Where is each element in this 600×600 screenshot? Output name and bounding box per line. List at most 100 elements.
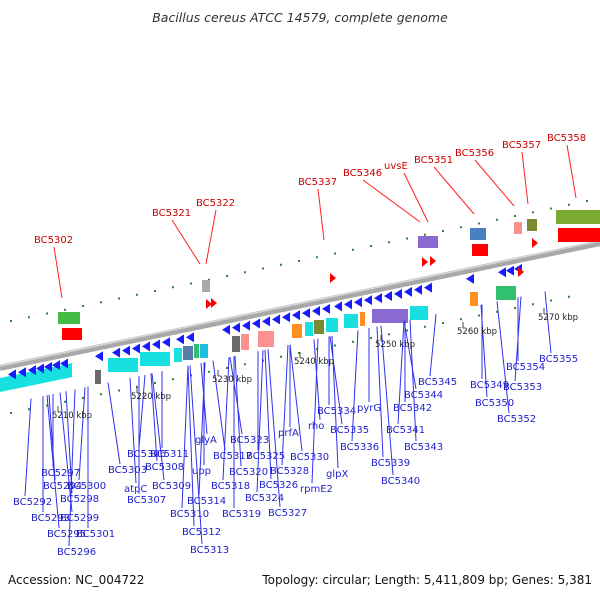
- gene-block: [410, 306, 428, 320]
- lower-gene-label: BC5308: [145, 462, 184, 473]
- gene-block: [472, 244, 488, 256]
- gene-block: [232, 336, 240, 352]
- scale-dot: [28, 408, 30, 411]
- scale-dot: [244, 271, 246, 274]
- scale-dot: [82, 305, 84, 308]
- label-leader-line: [264, 349, 272, 480]
- scale-label: 5250 kbp: [375, 340, 415, 350]
- scale-dot: [334, 344, 336, 347]
- gene-arrow: [44, 361, 52, 372]
- scale-dot: [154, 290, 156, 293]
- scale-dot: [442, 322, 444, 325]
- scale-dot: [82, 397, 84, 400]
- scale-dot: [136, 385, 138, 388]
- gene-arrow: [364, 295, 372, 306]
- gene-arrow: [424, 282, 432, 293]
- gene-arrow: [232, 322, 240, 333]
- lower-gene-label: BC5298: [60, 494, 99, 505]
- label-leader-line: [311, 338, 319, 484]
- scale-dot: [424, 233, 426, 236]
- scale-dot: [460, 318, 462, 321]
- lower-gene-label: BC5295: [47, 529, 86, 540]
- gene-block: [62, 328, 82, 340]
- lower-gene-label: BC5293: [31, 513, 70, 524]
- scale-labels: 5210 kbp 5220 kbp 5230 kbp 5240 kbp 5250 kbp…: [52, 308, 578, 421]
- gene-arrow: [122, 345, 130, 356]
- lower-gene-label: BC5325: [246, 451, 285, 462]
- scale-dot: [532, 211, 534, 214]
- label-leader-line: [376, 326, 384, 458]
- lower-gene-label: BC5354: [506, 362, 545, 373]
- label-leader-line: [351, 330, 359, 442]
- label-leader-line: [65, 391, 73, 494]
- lower-gene-label: BC5319: [222, 509, 261, 520]
- lower-gene-label: BC5310: [170, 509, 209, 520]
- gene-arrow: [394, 288, 402, 299]
- gene-block: [200, 344, 208, 358]
- gene-arrow: [282, 312, 290, 323]
- upper-gene-label: BC5302: [34, 235, 73, 246]
- scale-dot: [298, 260, 300, 263]
- gene-block: [183, 346, 193, 360]
- label-leader-line: [544, 291, 552, 354]
- scale-dot: [64, 308, 66, 311]
- lower-gene-label: prfA: [278, 428, 299, 439]
- gene-block: [496, 286, 516, 300]
- scale-dot: [478, 314, 480, 317]
- label-leader-line: [317, 188, 325, 241]
- label-leader-line: [68, 389, 76, 547]
- gene-arrow: [430, 256, 436, 266]
- lower-gene-label: BC5330: [290, 452, 329, 463]
- label-leader-line: [429, 314, 437, 377]
- lower-gene-label: glyA: [195, 435, 217, 446]
- scale-dot: [208, 278, 210, 281]
- scale-dot: [280, 355, 282, 358]
- scale-dot: [550, 207, 552, 210]
- scale-dot: [280, 263, 282, 266]
- lower-gene-label: BC5324: [245, 493, 284, 504]
- lower-gene-label: BC5339: [371, 458, 410, 469]
- gene-block: [470, 292, 478, 306]
- scale-dot: [316, 348, 318, 351]
- gene-block: [174, 348, 182, 362]
- scale-dot: [568, 295, 570, 298]
- label-leader-line: [256, 350, 264, 493]
- label-leader-line: [313, 339, 321, 421]
- lower-gene-label: glpX: [326, 469, 348, 480]
- gene-arrow: [142, 341, 150, 352]
- label-leader-line: [189, 365, 203, 545]
- gene-block: [314, 320, 324, 334]
- label-leader-line: [433, 166, 475, 215]
- gene-arrow: [414, 284, 422, 295]
- lower-gene-label: pyrG: [357, 403, 381, 414]
- gene-arrow: [498, 267, 506, 278]
- gene-block: [326, 318, 338, 332]
- lower-gene-label: BC5350: [475, 398, 514, 409]
- upper-gene-label: BC5357: [502, 140, 541, 151]
- scale-dot: [136, 293, 138, 296]
- label-leader-line: [59, 392, 73, 513]
- lower-gene-label: BC5314: [187, 496, 226, 507]
- upper-gene-label: uvsE: [384, 161, 408, 172]
- scale-dot: [352, 340, 354, 343]
- lower-gene-label: BC5311: [150, 449, 189, 460]
- gene-arrow: [262, 316, 270, 327]
- gene-arrow: [152, 339, 160, 350]
- lower-gene-label: BC5323: [230, 435, 269, 446]
- gene-arrow: [112, 347, 120, 358]
- lower-gene-label: BC5345: [418, 377, 457, 388]
- scale-label: 5220 kbp: [131, 392, 171, 402]
- gene-arrow: [176, 334, 184, 345]
- lower-gene-label: BC5336: [340, 442, 379, 453]
- lower-gene-label: BC5306: [127, 449, 166, 460]
- scale-dot: [118, 297, 120, 300]
- scale-dot: [478, 222, 480, 225]
- scale-dot: [154, 382, 156, 385]
- gene-block: [305, 322, 313, 336]
- label-leader-line: [380, 325, 394, 476]
- lower-gene-arrows: [8, 263, 522, 380]
- gene-arrow: [518, 267, 524, 277]
- lower-gene-label: BC5318: [211, 481, 250, 492]
